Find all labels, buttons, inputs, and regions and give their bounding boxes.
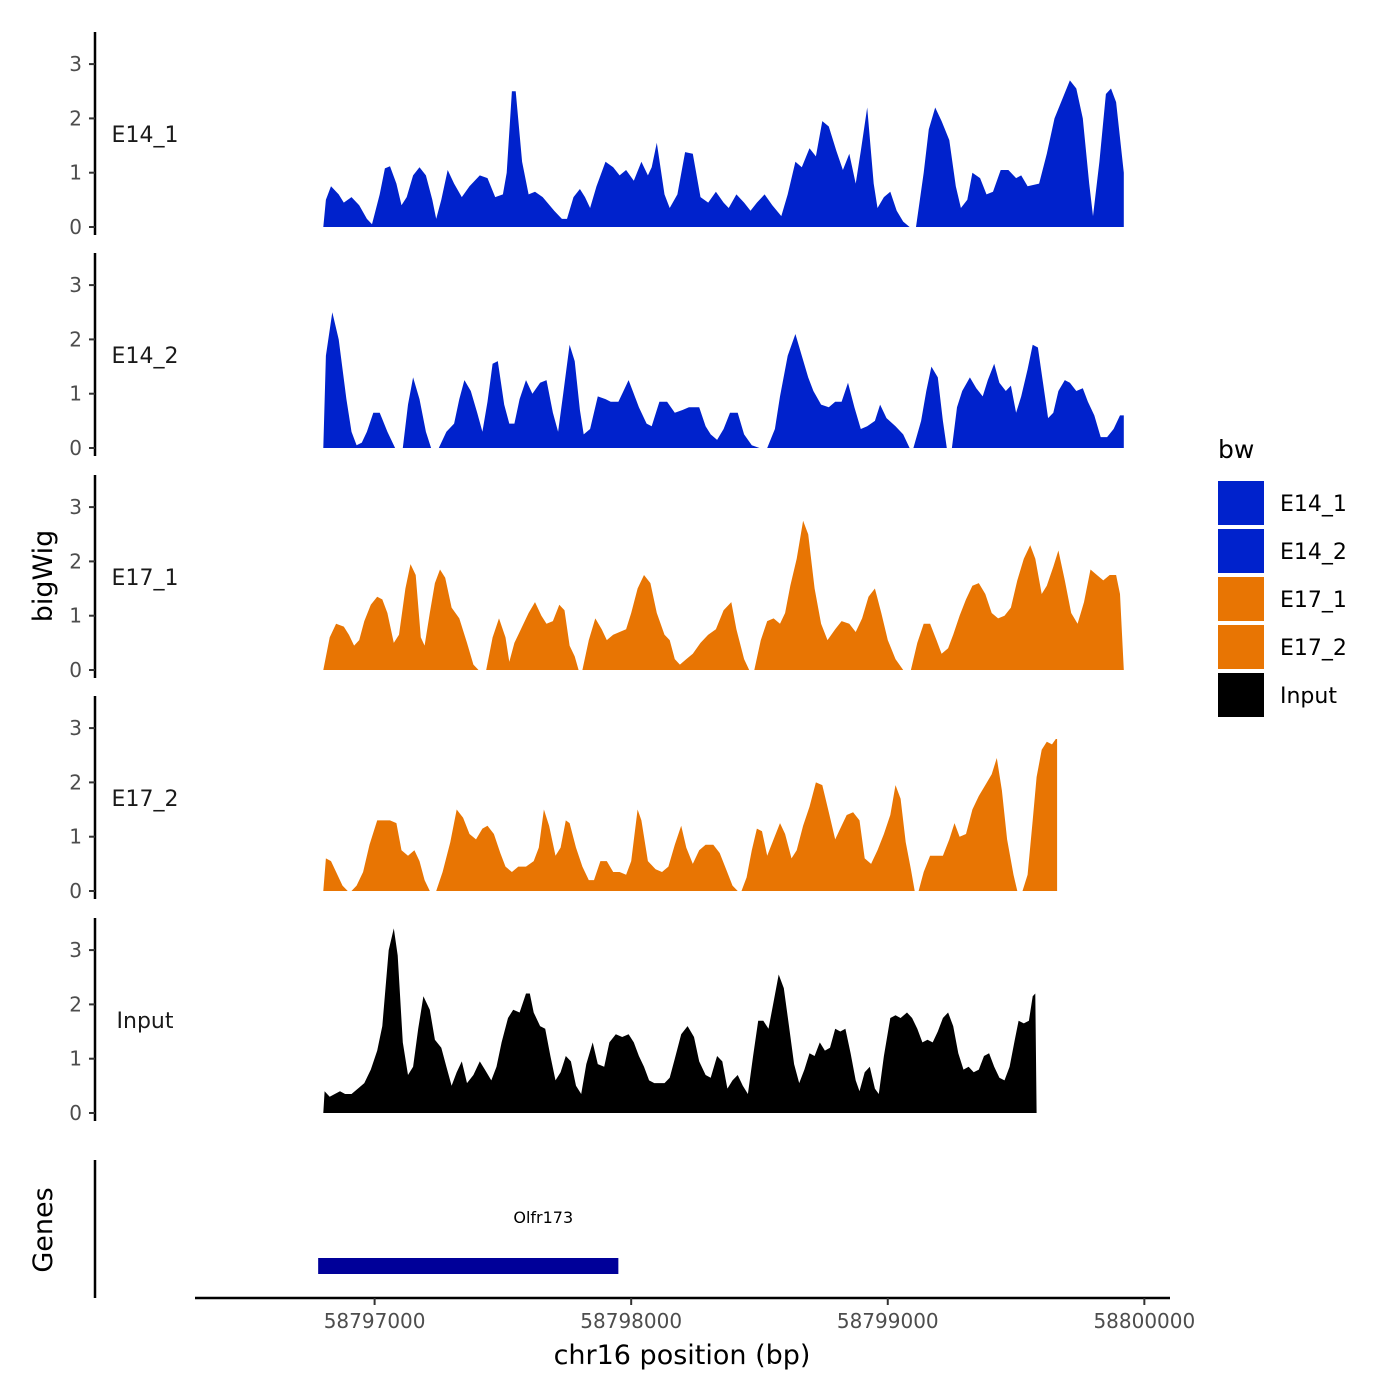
track-label: E17_2 bbox=[112, 787, 179, 812]
y-tick-label: 3 bbox=[69, 52, 82, 76]
y-tick-label: 0 bbox=[69, 879, 82, 903]
y-tick-label: 1 bbox=[69, 161, 82, 185]
x-axis: 58797000 58798000 58799000 58800000 chr16 p… bbox=[195, 1296, 1195, 1371]
legend-item: E17_1 bbox=[1218, 577, 1347, 621]
y-tick-label: 0 bbox=[69, 215, 82, 239]
legend-items: E14_1 E14_2 E17_1 E17_2 Input bbox=[1218, 481, 1347, 717]
legend-label: E17_1 bbox=[1280, 588, 1347, 613]
y-tick-label: 3 bbox=[69, 273, 82, 297]
y-tick-label: 1 bbox=[69, 1047, 82, 1071]
legend: bw E14_1 E14_2 E17_1 E17_2 Input bbox=[1218, 435, 1347, 717]
track-label: E14_1 bbox=[112, 123, 179, 148]
y-tick-label: 0 bbox=[69, 436, 82, 460]
y-tick-label: 2 bbox=[69, 106, 82, 130]
y-tick-label: 0 bbox=[69, 1101, 82, 1125]
x-tick-label: 58797000 bbox=[324, 1309, 426, 1333]
legend-label: E17_2 bbox=[1280, 636, 1347, 661]
legend-label: E14_2 bbox=[1280, 540, 1347, 565]
legend-swatch bbox=[1218, 529, 1264, 573]
gene-label: Olfr173 bbox=[513, 1208, 573, 1227]
legend-title: bw bbox=[1218, 435, 1254, 464]
y-tick-label: 0 bbox=[69, 658, 82, 682]
y-tick-label: 2 bbox=[69, 770, 82, 794]
signal-area-E17_2 bbox=[323, 739, 1058, 891]
legend-label: Input bbox=[1280, 684, 1337, 709]
tracks: 0 1 2 3 E14_1 0 1 2 3 E14_2 0 1 2 3 E17_1 0 1 2 3 E17_2 0 1 2 3… bbox=[69, 32, 1124, 1125]
legend-label: E14_1 bbox=[1280, 492, 1347, 517]
y-tick-label: 3 bbox=[69, 938, 82, 962]
track-label: E14_2 bbox=[112, 344, 179, 369]
genes-panel: Genes Olfr173 bbox=[28, 1160, 619, 1298]
y-tick-label: 1 bbox=[69, 604, 82, 628]
y-axis-title: bigWig bbox=[28, 530, 59, 623]
track-label: E17_1 bbox=[112, 566, 179, 591]
track-label: Input bbox=[117, 1009, 174, 1034]
legend-swatch bbox=[1218, 481, 1264, 525]
x-tick-label: 58798000 bbox=[580, 1309, 682, 1333]
y-tick-label: 1 bbox=[69, 825, 82, 849]
y-tick-label: 3 bbox=[69, 495, 82, 519]
track-E17_1: 0 1 2 3 E17_1 bbox=[69, 475, 1124, 682]
x-axis-ticks: 58797000 58798000 58799000 58800000 bbox=[324, 1298, 1195, 1333]
legend-swatch bbox=[1218, 625, 1264, 669]
signal-area-E17_1 bbox=[323, 520, 1124, 670]
gene-Olfr173 bbox=[318, 1258, 619, 1274]
y-tick-label: 2 bbox=[69, 992, 82, 1016]
y-tick-label: 2 bbox=[69, 549, 82, 573]
legend-item: Input bbox=[1218, 673, 1337, 717]
x-tick-label: 58800000 bbox=[1093, 1309, 1195, 1333]
legend-swatch bbox=[1218, 577, 1264, 621]
track-E14_2: 0 1 2 3 E14_2 bbox=[69, 253, 1124, 460]
gene-features: Olfr173 bbox=[318, 1208, 619, 1274]
x-tick-label: 58799000 bbox=[837, 1309, 939, 1333]
genes-panel-title: Genes bbox=[28, 1187, 59, 1272]
track-E17_2: 0 1 2 3 E17_2 bbox=[69, 696, 1058, 903]
y-tick-label: 2 bbox=[69, 327, 82, 351]
x-axis-title: chr16 position (bp) bbox=[554, 1340, 811, 1371]
legend-item: E14_2 bbox=[1218, 529, 1347, 573]
legend-swatch bbox=[1218, 673, 1264, 717]
legend-item: E17_2 bbox=[1218, 625, 1347, 669]
legend-item: E14_1 bbox=[1218, 481, 1347, 525]
signal-area-Input bbox=[323, 928, 1037, 1113]
signal-area-E14_1 bbox=[323, 80, 1124, 228]
track-Input: 0 1 2 3 Input bbox=[69, 918, 1037, 1125]
y-tick-label: 3 bbox=[69, 716, 82, 740]
track-E14_1: 0 1 2 3 E14_1 bbox=[69, 32, 1124, 239]
y-tick-label: 1 bbox=[69, 382, 82, 406]
signal-area-E14_2 bbox=[323, 312, 1124, 448]
